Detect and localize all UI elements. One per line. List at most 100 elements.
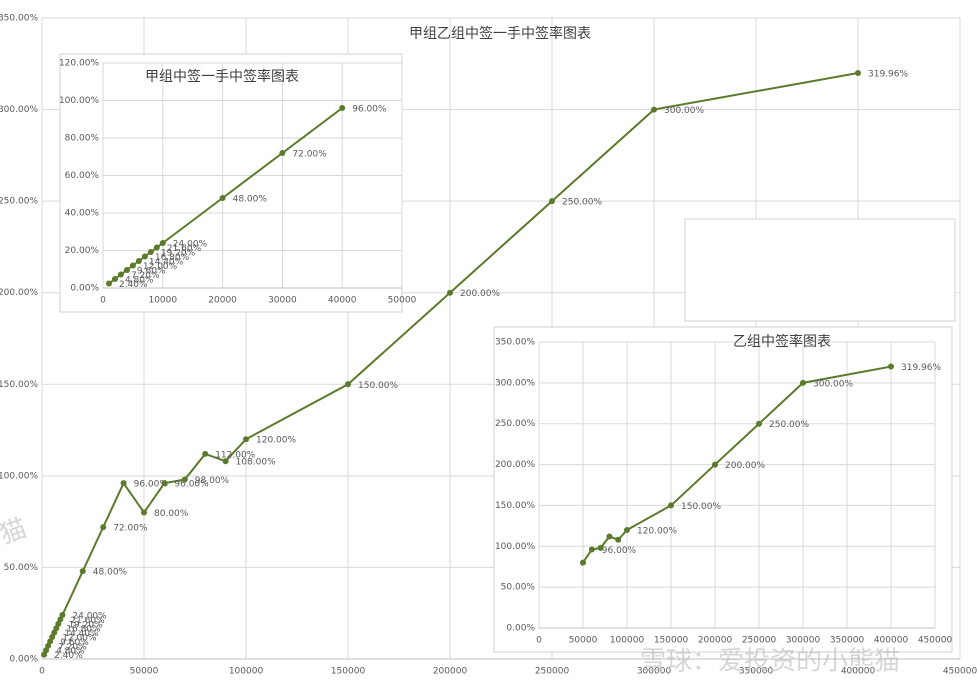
data-point	[222, 458, 229, 465]
y-tick-label: 350.00%	[0, 14, 38, 24]
x-tick-label: 0	[39, 667, 45, 677]
data-label: 48.00%	[93, 568, 128, 578]
data-label: 21.60%	[167, 244, 202, 254]
x-tick-label: 300000	[637, 667, 672, 677]
data-label: 16.80%	[155, 253, 190, 263]
data-label: 48.00%	[233, 195, 268, 205]
data-label: 300.00%	[813, 379, 853, 389]
x-tick-label: 450000	[943, 667, 977, 677]
chart-title: 甲组乙组中签一手中签率图表	[409, 25, 591, 42]
data-point	[580, 559, 586, 566]
empty-box	[684, 218, 956, 322]
y-tick-label: 350.00%	[495, 338, 535, 348]
data-label: 98.00%	[195, 476, 230, 486]
y-tick-label: 60.00%	[65, 171, 100, 181]
data-point	[202, 450, 209, 457]
data-label: 250.00%	[562, 198, 602, 208]
data-label: 150.00%	[358, 381, 398, 391]
x-tick-label: 150000	[654, 636, 689, 646]
data-point	[181, 476, 188, 483]
data-label: 21.60%	[70, 616, 105, 626]
data-label: 250.00%	[769, 420, 809, 430]
data-label: 4.80%	[56, 647, 85, 657]
x-tick-label: 0	[536, 636, 542, 646]
data-label: 200.00%	[460, 289, 500, 299]
data-point	[588, 546, 595, 553]
data-label: 319.96%	[901, 363, 941, 373]
data-point	[756, 420, 762, 427]
data-point	[712, 461, 718, 468]
data-label: 12.00%	[143, 262, 178, 272]
data-label: 108.00%	[236, 458, 276, 468]
y-tick-label: 150.00%	[495, 501, 535, 511]
data-point	[345, 381, 351, 388]
data-label: 2.40%	[54, 651, 83, 661]
data-label: 200.00%	[725, 461, 765, 471]
y-tick-label: 100.00%	[495, 542, 535, 552]
data-point	[651, 106, 657, 113]
y-tick-label: 20.00%	[65, 246, 100, 256]
data-label: 4.80%	[125, 276, 154, 286]
y-tick-label: 100.00%	[0, 471, 38, 481]
x-tick-label: 40000	[328, 296, 357, 306]
data-label: 19.20%	[161, 249, 196, 259]
y-tick-label: 100.00%	[59, 96, 99, 106]
data-point	[597, 544, 604, 551]
x-tick-label: 300000	[786, 636, 821, 646]
data-point	[147, 249, 154, 255]
data-point	[141, 253, 148, 260]
data-point	[141, 509, 147, 516]
y-tick-label: 300.00%	[0, 105, 38, 115]
data-point	[624, 526, 630, 533]
data-label: 24.00%	[72, 612, 107, 622]
x-tick-label: 250000	[535, 667, 570, 677]
data-label: 120.00%	[637, 526, 677, 536]
data-point	[117, 271, 124, 278]
x-tick-label: 250000	[742, 636, 777, 646]
y-tick-label: 50.00%	[501, 583, 536, 593]
data-point	[219, 195, 226, 201]
x-tick-label: 50000	[388, 296, 417, 306]
y-tick-label: 120.00%	[59, 59, 99, 69]
data-label: 72.00%	[113, 524, 148, 534]
x-tick-label: 400000	[841, 667, 876, 677]
chart-title: 乙组中签率图表	[733, 333, 831, 350]
y-tick-label: 0.00%	[70, 284, 99, 294]
data-point	[800, 379, 806, 386]
y-tick-label: 0.00%	[9, 655, 38, 665]
data-point	[79, 568, 86, 575]
watermark: 雪球：爱投资的小熊猫	[640, 647, 900, 677]
data-point	[447, 289, 453, 296]
data-point	[111, 276, 118, 282]
data-label: 14.40%	[64, 629, 99, 639]
data-point	[339, 105, 346, 111]
x-tick-label: 150000	[331, 667, 366, 677]
x-tick-label: 50000	[569, 636, 598, 646]
data-label: 319.96%	[868, 70, 908, 80]
data-point	[135, 258, 142, 264]
data-label: 96.00%	[602, 546, 637, 556]
x-tick-label: 450000	[918, 636, 953, 646]
x-tick-label: 10000	[148, 296, 177, 306]
data-label: 72.00%	[292, 150, 327, 160]
y-tick-label: 0.00%	[506, 624, 535, 634]
data-label: 300.00%	[664, 106, 704, 116]
data-point	[161, 480, 168, 487]
y-tick-label: 300.00%	[495, 378, 535, 388]
data-point	[129, 262, 136, 269]
x-tick-label: 100000	[229, 667, 264, 677]
data-label: 120.00%	[256, 436, 296, 446]
y-tick-label: 80.00%	[65, 134, 100, 144]
data-label: 7.20%	[131, 271, 160, 281]
y-tick-label: 250.00%	[0, 197, 38, 207]
data-point	[100, 524, 107, 531]
data-point	[668, 502, 674, 509]
data-point	[888, 363, 894, 370]
data-label: 9.60%	[60, 638, 89, 648]
y-tick-label: 250.00%	[495, 419, 535, 429]
x-tick-label: 350000	[739, 667, 774, 677]
chart-frame	[493, 326, 953, 653]
data-label: 19.20%	[68, 620, 103, 630]
data-point	[159, 240, 166, 246]
